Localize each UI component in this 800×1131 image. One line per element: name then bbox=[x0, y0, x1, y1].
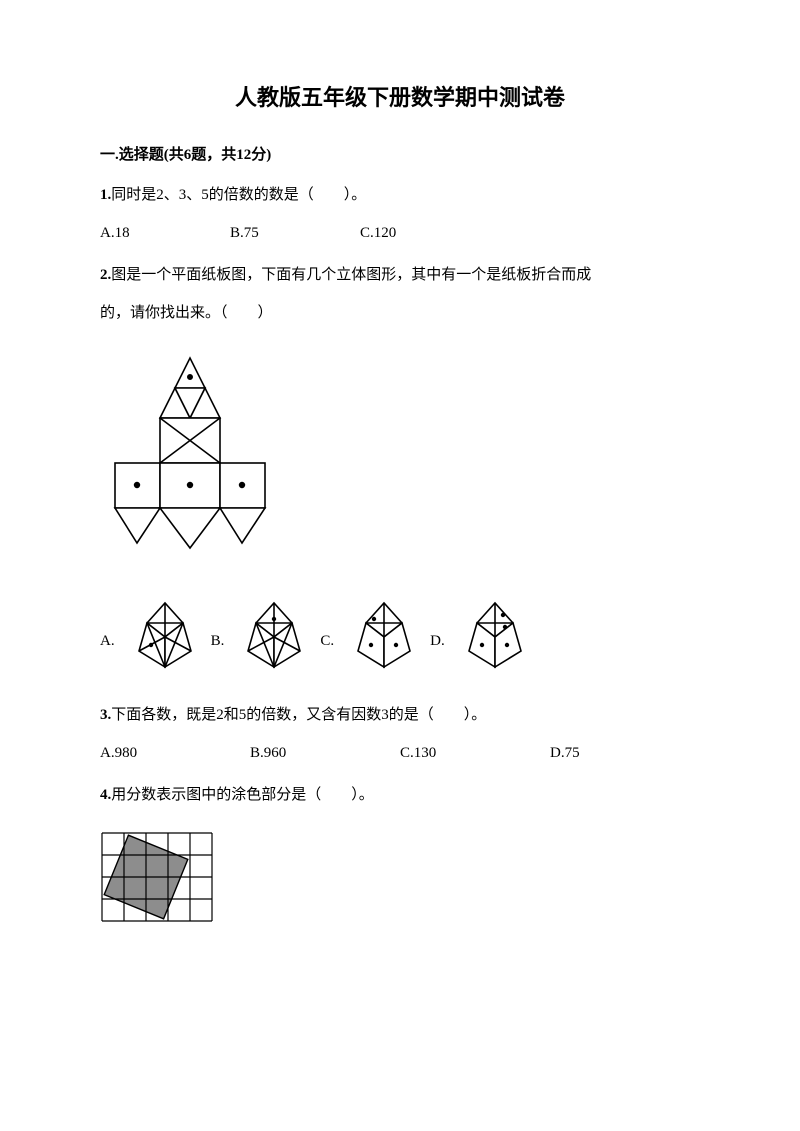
section-header: 一.选择题(共6题，共12分) bbox=[100, 143, 700, 167]
q2-label-b: B. bbox=[211, 629, 225, 673]
q2-opt-a[interactable] bbox=[127, 597, 203, 673]
q4-number: 4. bbox=[100, 787, 111, 803]
q2-net-figure bbox=[100, 353, 700, 571]
q3-number: 3. bbox=[100, 707, 111, 723]
q3-opt-c[interactable]: C.130 bbox=[400, 741, 550, 765]
q1-text: 同时是2、3、5的倍数的数是（ ）。 bbox=[111, 187, 366, 203]
q1-opt-c[interactable]: C.120 bbox=[360, 221, 490, 245]
q2-opt-d[interactable] bbox=[457, 597, 533, 673]
q4-grid-figure bbox=[100, 831, 700, 931]
q3-opt-d[interactable]: D.75 bbox=[550, 741, 700, 765]
q2-text-line2: 的，请你找出来。（ ） bbox=[100, 301, 700, 325]
q2-opt-c[interactable] bbox=[346, 597, 422, 673]
q2-cube-options: A. B. bbox=[100, 597, 700, 673]
question-3: 3.下面各数，既是2和5的倍数，又含有因数3的是（ ）。 A.980 B.960… bbox=[100, 703, 700, 765]
q1-options: A.18 B.75 C.120 bbox=[100, 221, 700, 245]
q3-text: 下面各数，既是2和5的倍数，又含有因数3的是（ ）。 bbox=[111, 707, 486, 723]
q1-opt-a[interactable]: A.18 bbox=[100, 221, 230, 245]
question-1: 1.同时是2、3、5的倍数的数是（ ）。 A.18 B.75 C.120 bbox=[100, 183, 700, 245]
q3-opt-b[interactable]: B.960 bbox=[250, 741, 400, 765]
q2-label-c: C. bbox=[320, 629, 334, 673]
q2-text-line1: 图是一个平面纸板图，下面有几个立体图形，其中有一个是纸板折合而成 bbox=[111, 267, 591, 283]
q1-opt-b[interactable]: B.75 bbox=[230, 221, 360, 245]
q3-options: A.980 B.960 C.130 D.75 bbox=[100, 741, 700, 765]
q2-label-d: D. bbox=[430, 629, 445, 673]
page-title: 人教版五年级下册数学期中测试卷 bbox=[100, 80, 700, 115]
q2-label-a: A. bbox=[100, 629, 115, 673]
q3-opt-a[interactable]: A.980 bbox=[100, 741, 250, 765]
q2-opt-b[interactable] bbox=[236, 597, 312, 673]
question-4: 4.用分数表示图中的涂色部分是（ ）。 bbox=[100, 783, 700, 931]
q1-number: 1. bbox=[100, 187, 111, 203]
q2-number: 2. bbox=[100, 267, 111, 283]
question-2: 2.图是一个平面纸板图，下面有几个立体图形，其中有一个是纸板折合而成 的，请你找… bbox=[100, 263, 700, 673]
q4-text: 用分数表示图中的涂色部分是（ ）。 bbox=[111, 787, 374, 803]
